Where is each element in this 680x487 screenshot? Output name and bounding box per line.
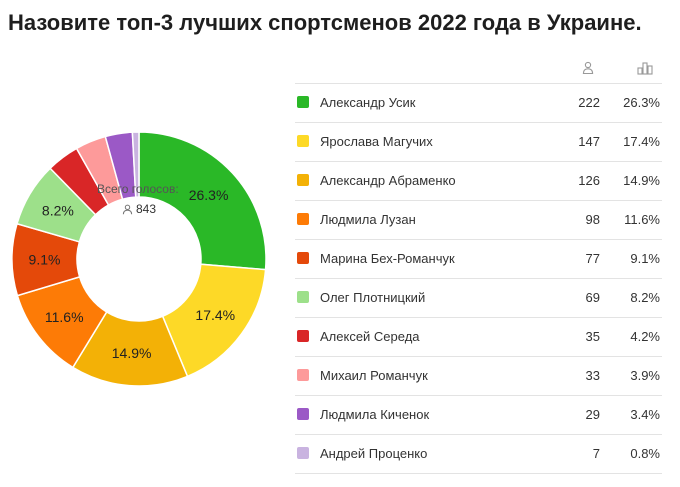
row-percent: 8.2% <box>630 290 660 305</box>
row-count: 29 <box>585 407 600 422</box>
row-count: 98 <box>585 212 600 227</box>
legend-swatch <box>297 174 309 186</box>
donut-slice <box>131 131 140 198</box>
row-count: 147 <box>578 134 600 149</box>
table-row: Олег Плотницкий 69 8.2% <box>295 279 662 318</box>
legend-swatch <box>297 252 309 264</box>
row-percent: 17.4% <box>623 134 660 149</box>
slice-label: 9.1% <box>29 252 61 268</box>
user-icon <box>582 61 594 75</box>
slice-label: 26.3% <box>189 187 229 203</box>
row-percent: 4.2% <box>630 329 660 344</box>
row-count: 69 <box>585 290 600 305</box>
legend-swatch <box>297 213 309 225</box>
row-name: Людмила Киченок <box>320 407 430 422</box>
row-name: Алексей Середа <box>320 329 420 344</box>
row-count: 222 <box>578 95 600 110</box>
table-row: Людмила Лузан 98 11.6% <box>295 201 662 240</box>
slice-label: 14.9% <box>112 345 152 361</box>
row-percent: 3.9% <box>630 368 660 383</box>
row-name: Ярослава Магучих <box>320 134 433 149</box>
donut-chart-svg: 26.3% 17.4% 14.9% 11.6% 9.1% 8.2% <box>11 131 267 387</box>
row-count: 77 <box>585 251 600 266</box>
table-row: Ярослава Магучих 147 17.4% <box>295 123 662 162</box>
slice-label: 11.6% <box>45 309 84 325</box>
row-name: Андрей Проценко <box>320 446 428 461</box>
table-row: Александр Усик 222 26.3% <box>295 84 662 123</box>
row-name: Александр Абраменко <box>320 173 456 188</box>
legend-swatch <box>297 447 309 459</box>
row-percent: 26.3% <box>623 95 660 110</box>
user-icon <box>122 204 133 214</box>
table-row: Людмила Киченок 29 3.4% <box>295 396 662 435</box>
table-body: Александр Усик 222 26.3% Ярослава Магучих 14… <box>295 84 662 474</box>
table-row: Михаил Романчук 33 3.9% <box>295 357 662 396</box>
row-percent: 0.8% <box>630 446 660 461</box>
legend-swatch <box>297 330 309 342</box>
table-header <box>295 58 662 84</box>
chart-bars-icon <box>637 62 653 75</box>
row-name: Александр Усик <box>320 95 416 110</box>
row-percent: 3.4% <box>630 407 660 422</box>
row-name: Михаил Романчук <box>320 368 428 383</box>
donut-slice <box>138 131 267 271</box>
page-title: Назовите топ-3 лучших спортсменов 2022 г… <box>8 10 642 35</box>
row-count: 7 <box>592 446 600 461</box>
row-count: 33 <box>585 368 600 383</box>
row-percent: 9.1% <box>630 251 660 266</box>
donut-chart: 26.3% 17.4% 14.9% 11.6% 9.1% 8.2% <box>8 128 270 390</box>
legend-swatch <box>297 291 309 303</box>
legend-swatch <box>297 135 309 147</box>
row-name: Марина Бех-Романчук <box>320 251 455 266</box>
row-percent: 14.9% <box>623 173 660 188</box>
table-row: Андрей Проценко 7 0.8% <box>295 435 662 474</box>
legend-swatch <box>297 96 309 108</box>
results-table: Александр Усик 222 26.3% Ярослава Магучих 14… <box>295 58 662 474</box>
row-percent: 11.6% <box>624 212 660 227</box>
total-votes-count-group: 843 <box>122 202 156 216</box>
total-votes-label: Всего голосов: <box>97 182 179 196</box>
row-name: Людмила Лузан <box>320 212 416 227</box>
row-count: 126 <box>578 173 600 188</box>
slice-label: 17.4% <box>195 307 235 323</box>
legend-swatch <box>297 408 309 420</box>
legend-swatch <box>297 369 309 381</box>
slice-label: 8.2% <box>42 203 74 219</box>
row-name: Олег Плотницкий <box>320 290 426 305</box>
table-row: Марина Бех-Романчук 77 9.1% <box>295 240 662 279</box>
table-row: Александр Абраменко 126 14.9% <box>295 162 662 201</box>
table-row: Алексей Середа 35 4.2% <box>295 318 662 357</box>
total-votes-count: 843 <box>136 202 157 216</box>
row-count: 35 <box>585 329 600 344</box>
